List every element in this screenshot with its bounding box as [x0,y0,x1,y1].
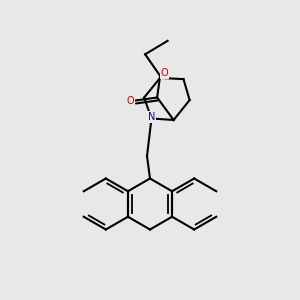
Text: O: O [126,95,134,106]
Text: O: O [161,68,169,78]
Text: N: N [148,112,155,122]
